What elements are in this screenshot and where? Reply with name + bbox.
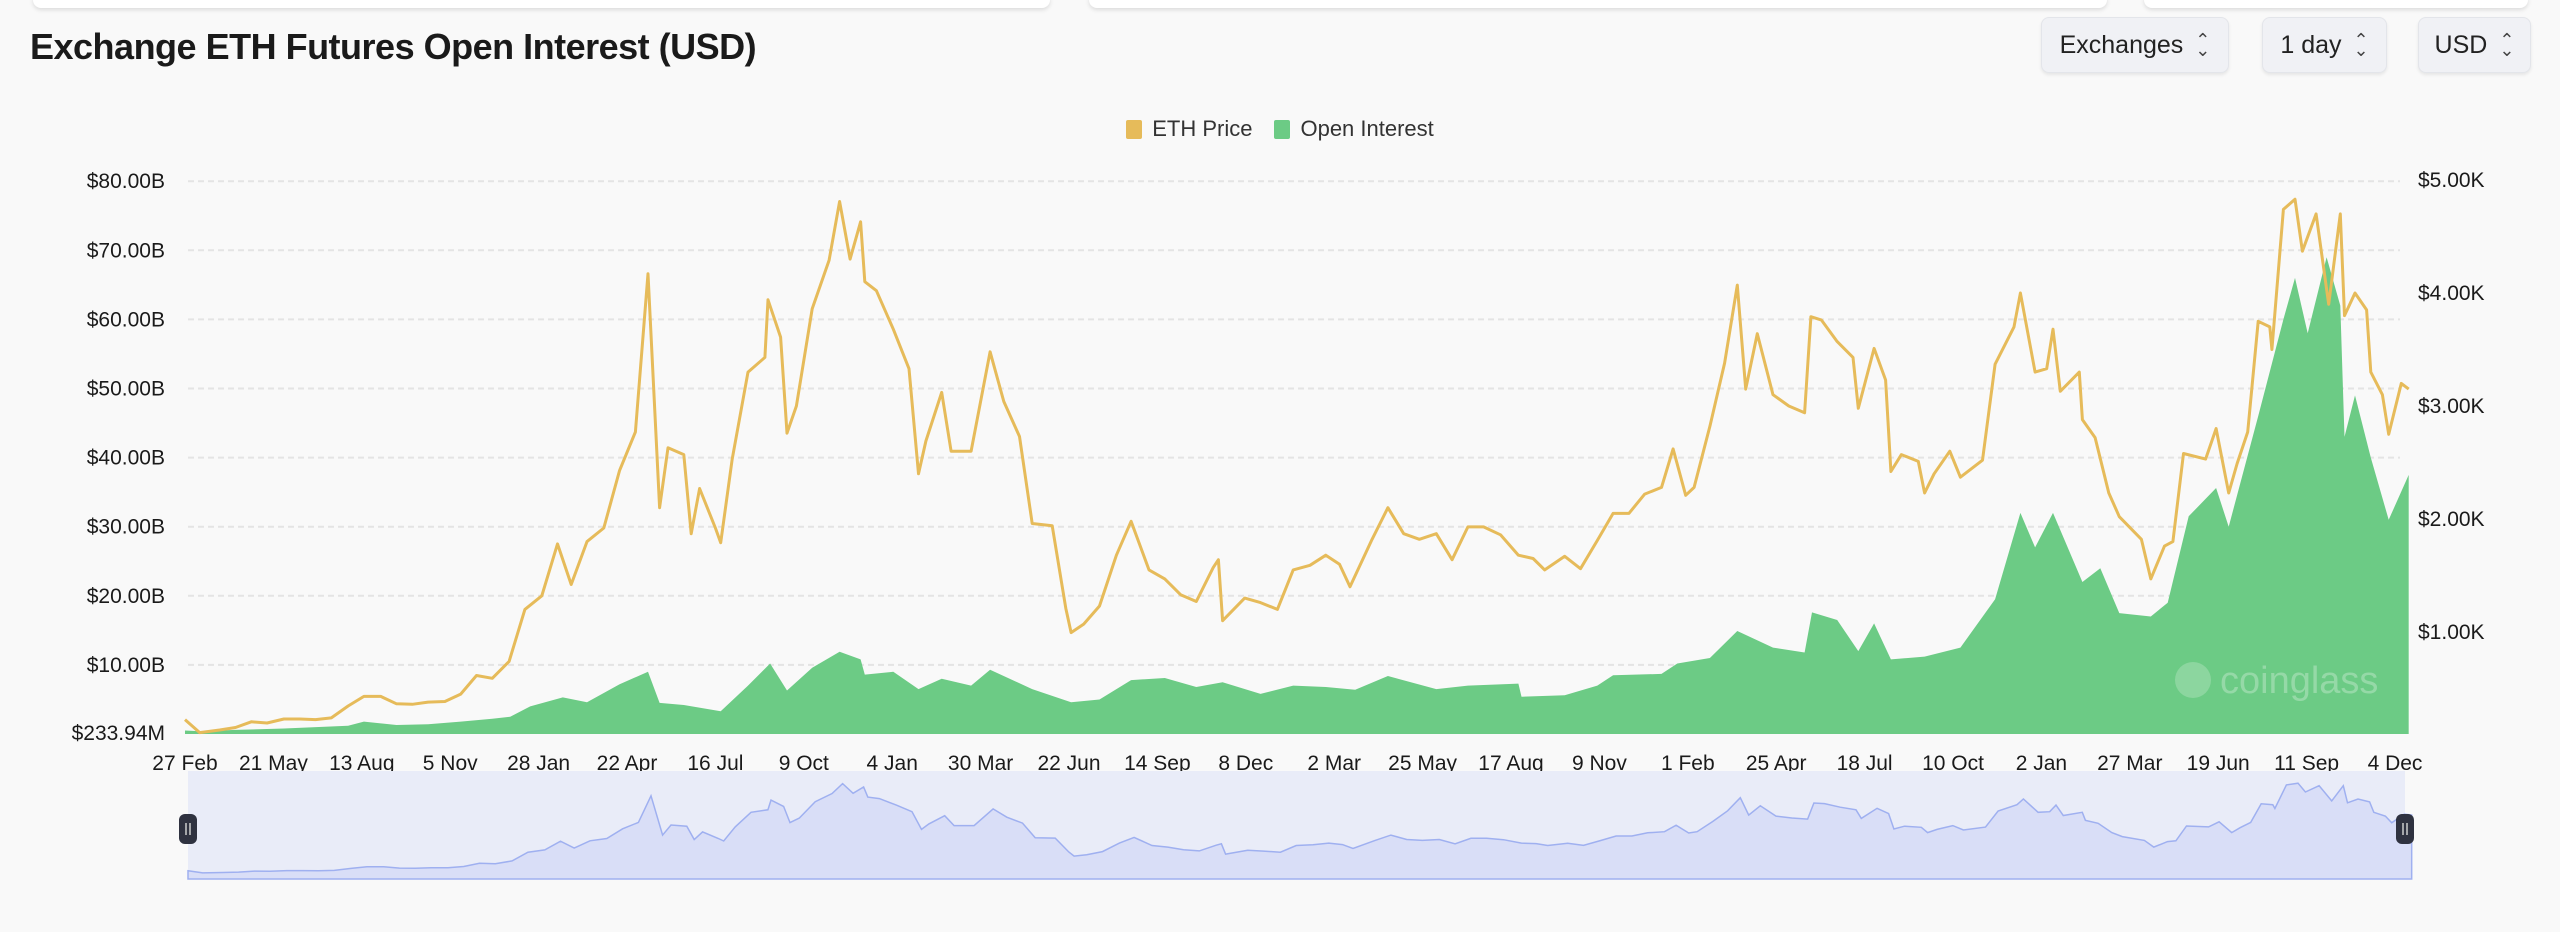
x-tick-label: 5 Nov: [423, 752, 478, 775]
x-tick-label: 2 Jan: [2016, 752, 2067, 775]
x-tick-label: 9 Oct: [779, 752, 829, 775]
x-tick-label: 28 Jan: [507, 752, 570, 775]
y-left-tick-label: $10.00B: [87, 654, 165, 677]
x-tick-label: 1 Feb: [1661, 752, 1715, 775]
navigator-series: [187, 782, 2413, 880]
x-tick-label: 11 Sep: [2274, 752, 2339, 775]
y-left-tick-label: $30.00B: [87, 516, 165, 539]
y-right-tick-label: $1.00K: [2418, 621, 2485, 644]
interval-select-label: 1 day: [2280, 30, 2342, 59]
top-card-1: [33, 0, 1050, 8]
y-right-tick-label: $4.00K: [2418, 282, 2485, 305]
x-tick-label: 25 May: [1388, 752, 1457, 775]
chevron-up-down-icon: ⌃ ⌄: [2353, 30, 2369, 60]
watermark-coinglass: coinglass: [2220, 660, 2378, 702]
x-tick-label: 27 Mar: [2097, 752, 2162, 775]
x-tick-label: 27 Feb: [152, 752, 217, 775]
y-left-tick-label: $40.00B: [87, 447, 165, 470]
x-tick-label: 17 Aug: [1478, 752, 1543, 775]
legend-label-open-interest: Open Interest: [1300, 116, 1434, 141]
y-right-tick-label: $5.00K: [2418, 169, 2485, 192]
y-right-tick-label: $2.00K: [2418, 508, 2485, 531]
y-right-tick-label: $3.00K: [2418, 395, 2485, 418]
eth-price-line: [184, 197, 2410, 735]
y-left-tick-label: $20.00B: [87, 585, 165, 608]
currency-select[interactable]: USD ⌃ ⌄: [2418, 17, 2531, 73]
navigator-right-handle[interactable]: [2396, 814, 2414, 844]
chart-title: Exchange ETH Futures Open Interest (USD): [30, 26, 757, 67]
x-tick-label: 22 Jun: [1037, 752, 1100, 775]
coinglass-logo-icon: [2175, 662, 2211, 698]
top-card-2: [1089, 0, 2107, 8]
currency-select-label: USD: [2434, 30, 2488, 59]
y-left-tick-label: $60.00B: [87, 308, 165, 331]
x-tick-label: 16 Jul: [687, 752, 743, 775]
legend-item-open-interest[interactable]: Open Interest: [1274, 116, 1434, 142]
y-left-tick-label: $70.00B: [87, 239, 165, 262]
x-tick-label: 21 May: [239, 752, 308, 775]
x-tick-label: 4 Jan: [867, 752, 918, 775]
top-card-3: [2144, 0, 2528, 8]
x-tick-label: 19 Jun: [2187, 752, 2250, 775]
legend-swatch-eth-price: [1126, 119, 1143, 139]
y-left-tick-label: $80.00B: [87, 170, 165, 193]
x-tick-label: 8 Dec: [1218, 752, 1273, 775]
x-tick-label: 22 Apr: [597, 752, 658, 775]
legend-item-eth-price[interactable]: ETH Price: [1126, 116, 1252, 142]
x-tick-label: 25 Apr: [1746, 752, 1807, 775]
x-tick-label: 4 Dec: [2368, 752, 2423, 775]
legend-swatch-open-interest: [1274, 119, 1291, 139]
y-left-tick-label: $233.94M: [72, 722, 165, 745]
x-tick-label: 2 Mar: [1307, 752, 1361, 775]
chart-legend: ETH Price Open Interest: [0, 116, 2560, 142]
interval-select[interactable]: 1 day ⌃ ⌄: [2262, 17, 2387, 73]
legend-label-eth-price: ETH Price: [1152, 116, 1253, 141]
exchanges-select[interactable]: Exchanges ⌃ ⌄: [2041, 17, 2229, 73]
chevron-up-down-icon: ⌃ ⌄: [2499, 30, 2515, 60]
x-tick-label: 14 Sep: [1124, 752, 1191, 775]
navigator-left-handle[interactable]: [179, 814, 197, 844]
x-tick-label: 18 Jul: [1837, 752, 1893, 775]
x-tick-label: 9 Nov: [1572, 752, 1627, 775]
open-interest-area: [185, 257, 2409, 734]
exchanges-select-label: Exchanges: [2059, 30, 2184, 59]
y-left-tick-label: $50.00B: [87, 378, 165, 401]
x-tick-label: 10 Oct: [1922, 752, 1984, 775]
chevron-up-down-icon: ⌃ ⌄: [2195, 30, 2211, 60]
x-tick-label: 13 Aug: [329, 752, 394, 775]
x-tick-label: 30 Mar: [948, 752, 1013, 775]
